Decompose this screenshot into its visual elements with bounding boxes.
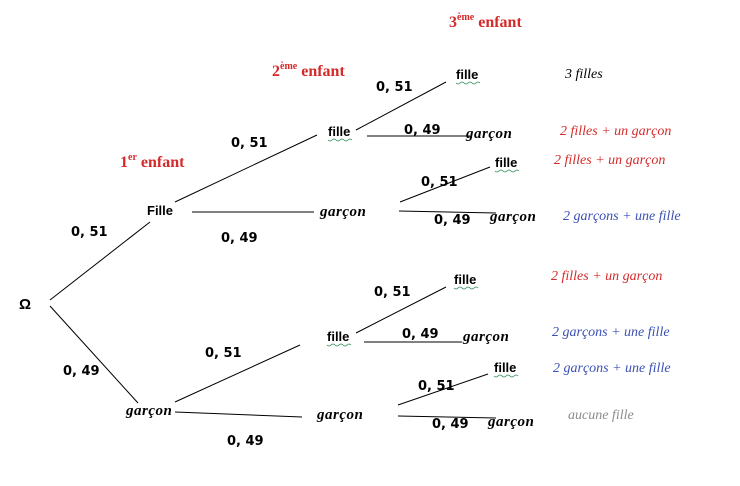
prob-fille-garcon: 0, 49 <box>221 231 258 246</box>
edge-root-fille <box>49 221 151 301</box>
spellcheck-squiggle <box>326 343 352 347</box>
node-l2-garcon-b: garçon <box>316 407 363 423</box>
outcome-2: 2 filles + un garçon <box>560 124 671 139</box>
edge-garcon-fille <box>174 344 301 403</box>
prob-fg-garcon: 0, 49 <box>434 213 471 228</box>
prob-fg-fille: 0, 51 <box>421 175 458 190</box>
edge-gf-fille <box>355 286 447 334</box>
node-l1-garcon: garçon <box>125 403 172 419</box>
prob-root-garcon: 0, 49 <box>63 364 100 379</box>
outcome-1: 3 filles <box>564 67 603 82</box>
node-l3-5: fille <box>454 272 476 287</box>
node-l3-7: fille <box>494 360 516 375</box>
node-l2-fille-a: fille <box>328 124 350 139</box>
prob-garcon-fille: 0, 51 <box>205 346 242 361</box>
generation-header-second: 2ème enfant <box>272 61 345 80</box>
edge-root-garcon <box>49 305 139 404</box>
node-l3-4: garçon <box>489 209 536 225</box>
node-l3-1: fille <box>456 67 478 82</box>
outcome-8: aucune fille <box>568 408 634 423</box>
spellcheck-squiggle <box>493 374 519 378</box>
edge-garcon-garcon <box>174 411 303 418</box>
outcome-5: 2 filles + un garçon <box>551 269 662 284</box>
generation-header-third: 3ème enfant <box>449 12 522 31</box>
prob-ff-fille: 0, 51 <box>376 80 413 95</box>
root-omega: Ω <box>19 296 31 313</box>
prob-gg-garcon: 0, 49 <box>432 417 469 432</box>
prob-garcon-garcon: 0, 49 <box>227 434 264 449</box>
edge-gg-fille <box>397 373 489 406</box>
prob-root-fille: 0, 51 <box>71 225 108 240</box>
spellcheck-squiggle <box>453 286 479 290</box>
node-l1-fille: Fille <box>147 203 173 218</box>
outcome-3: 2 filles + un garçon <box>554 153 665 168</box>
node-l3-8: garçon <box>487 414 534 430</box>
outcome-4: 2 garçons + une fille <box>563 209 681 224</box>
prob-gf-fille: 0, 51 <box>374 285 411 300</box>
prob-gg-fille: 0, 51 <box>418 379 455 394</box>
prob-fille-fille: 0, 51 <box>231 136 268 151</box>
node-l3-6: garçon <box>462 329 509 345</box>
edge-gg-garcon <box>397 415 497 419</box>
generation-header-first: 1er enfant <box>120 152 185 171</box>
edge-fg-garcon <box>398 210 497 214</box>
node-l2-garcon-a: garçon <box>319 204 366 220</box>
prob-ff-garcon: 0, 49 <box>404 123 441 138</box>
node-l3-2: garçon <box>465 126 512 142</box>
outcome-7: 2 garçons + une fille <box>553 361 671 376</box>
spellcheck-squiggle <box>327 138 353 142</box>
spellcheck-squiggle <box>455 81 481 85</box>
edge-ff-fille <box>355 81 447 131</box>
outcome-6: 2 garçons + une fille <box>552 325 670 340</box>
prob-gf-garcon: 0, 49 <box>402 327 439 342</box>
edge-fille-fille <box>174 134 318 203</box>
spellcheck-squiggle <box>494 169 520 173</box>
node-l3-3: fille <box>495 155 517 170</box>
edge-fg-fille <box>399 166 491 203</box>
node-l2-fille-b: fille <box>327 329 349 344</box>
